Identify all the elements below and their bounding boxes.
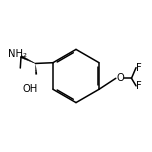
Polygon shape bbox=[21, 56, 35, 64]
Text: OH: OH bbox=[22, 84, 37, 94]
Text: F: F bbox=[136, 63, 142, 73]
Text: NH₂: NH₂ bbox=[8, 49, 27, 59]
Text: F: F bbox=[136, 81, 142, 91]
Text: O: O bbox=[116, 73, 124, 83]
